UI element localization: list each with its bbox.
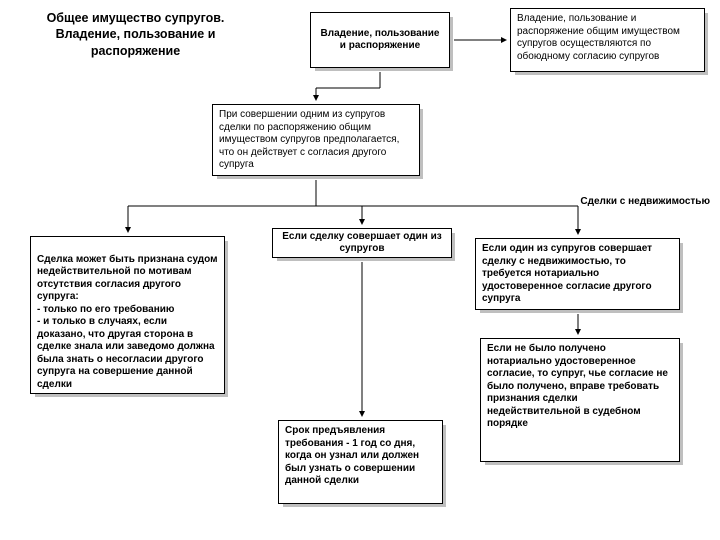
box-invalidation-text: Сделка может быть признана судом недейст… — [37, 254, 218, 390]
box-possession-text: Владение, пользование и распоряжение — [317, 28, 443, 53]
page-title: Общее имущество супругов. Владение, поль… — [18, 10, 253, 59]
box-mutual-consent-text: Владение, пользование и распоряжение общ… — [517, 13, 680, 62]
box-claim-term-text: Срок предъявления требования - 1 год со … — [285, 425, 419, 486]
box-realty-consent: Если один из супругов совершает сделку с… — [475, 238, 680, 310]
box-presumed-consent: При совершении одним из супругов сделки … — [212, 104, 420, 176]
box-one-spouse-text: Если сделку совершает один из супругов — [279, 231, 445, 256]
box-claim-term: Срок предъявления требования - 1 год со … — [278, 420, 443, 504]
realty-label: Сделки с недвижимостью — [580, 196, 710, 209]
box-one-spouse: Если сделку совершает один из супругов — [272, 228, 452, 258]
box-no-notary: Если не было получено нотариально удосто… — [480, 338, 680, 462]
box-mutual-consent: Владение, пользование и распоряжение общ… — [510, 8, 705, 72]
box-presumed-consent-text: При совершении одним из супругов сделки … — [219, 109, 399, 170]
box-possession: Владение, пользование и распоряжение — [310, 12, 450, 68]
box-realty-consent-text: Если один из супругов совершает сделку с… — [482, 243, 652, 304]
box-invalidation: Сделка может быть признана судом недейст… — [30, 236, 225, 394]
box-no-notary-text: Если не было получено нотариально удосто… — [487, 343, 668, 429]
